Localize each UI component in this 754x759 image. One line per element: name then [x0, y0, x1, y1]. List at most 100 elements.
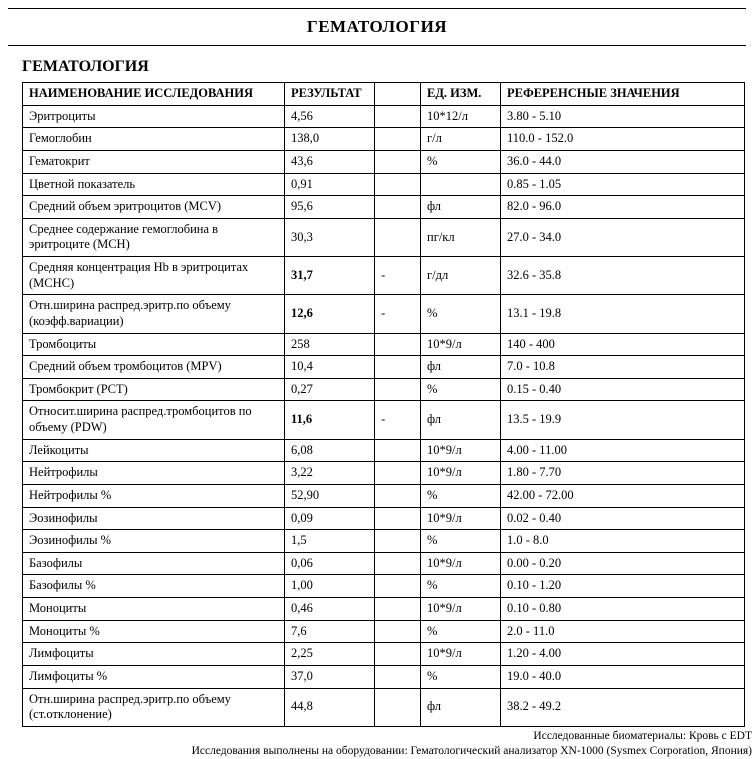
cell-ref: 1.20 - 4.00	[501, 643, 745, 666]
cell-unit: %	[421, 575, 501, 598]
cell-name: Гемоглобин	[23, 128, 285, 151]
table-row: Средний объем эритроцитов (MCV)95,6фл82.…	[23, 196, 745, 219]
cell-flag: -	[375, 257, 421, 295]
cell-ref: 0.15 - 0.40	[501, 378, 745, 401]
cell-ref: 38.2 - 49.2	[501, 688, 745, 726]
cell-result: 31,7	[285, 257, 375, 295]
cell-result: 1,00	[285, 575, 375, 598]
cell-unit: 10*9/л	[421, 462, 501, 485]
cell-name: Средняя концентрация Hb в эритроцитах (M…	[23, 257, 285, 295]
table-row: Лейкоциты6,0810*9/л4.00 - 11.00	[23, 439, 745, 462]
cell-unit: %	[421, 665, 501, 688]
cell-ref: 0.02 - 0.40	[501, 507, 745, 530]
cell-result: 37,0	[285, 665, 375, 688]
cell-name: Среднее содержание гемоглобина в эритроц…	[23, 218, 285, 256]
cell-ref: 42.00 - 72.00	[501, 484, 745, 507]
cell-result: 6,08	[285, 439, 375, 462]
cell-result: 4,56	[285, 105, 375, 128]
cell-result: 0,09	[285, 507, 375, 530]
table-row: Базофилы %1,00%0.10 - 1.20	[23, 575, 745, 598]
hr-under-title	[8, 45, 746, 46]
cell-result: 10,4	[285, 356, 375, 379]
cell-unit: г/дл	[421, 257, 501, 295]
table-row: Нейтрофилы %52,90%42.00 - 72.00	[23, 484, 745, 507]
cell-flag	[375, 462, 421, 485]
cell-name: Тромбоциты	[23, 333, 285, 356]
cell-name: Эозинофилы	[23, 507, 285, 530]
cell-flag	[375, 439, 421, 462]
cell-ref: 0.00 - 0.20	[501, 552, 745, 575]
cell-result: 0,06	[285, 552, 375, 575]
cell-ref: 19.0 - 40.0	[501, 665, 745, 688]
cell-flag	[375, 665, 421, 688]
cell-result: 0,91	[285, 173, 375, 196]
table-row: Отн.ширина распред.эритр.по объему (коэф…	[23, 295, 745, 333]
table-row: Средняя концентрация Hb в эритроцитах (M…	[23, 257, 745, 295]
cell-result: 0,46	[285, 598, 375, 621]
table-row: Отн.ширина распред.эритр.по объему (ст.о…	[23, 688, 745, 726]
cell-flag	[375, 620, 421, 643]
cell-flag	[375, 484, 421, 507]
cell-unit: 10*9/л	[421, 439, 501, 462]
cell-ref: 13.5 - 19.9	[501, 401, 745, 439]
cell-name: Лейкоциты	[23, 439, 285, 462]
cell-ref: 1.80 - 7.70	[501, 462, 745, 485]
cell-ref: 0.10 - 1.20	[501, 575, 745, 598]
cell-name: Моноциты %	[23, 620, 285, 643]
cell-name: Средний объем эритроцитов (MCV)	[23, 196, 285, 219]
cell-name: Отн.ширина распред.эритр.по объему (коэф…	[23, 295, 285, 333]
table-header-row: НАИМЕНОВАНИЕ ИССЛЕДОВАНИЯ РЕЗУЛЬТАТ ЕД. …	[23, 83, 745, 106]
cell-result: 12,6	[285, 295, 375, 333]
cell-result: 1,5	[285, 530, 375, 553]
section-title: ГЕМАТОЛОГИЯ	[0, 52, 754, 82]
cell-name: Моноциты	[23, 598, 285, 621]
table-row: Эритроциты4,5610*12/л3.80 - 5.10	[23, 105, 745, 128]
cell-result: 7,6	[285, 620, 375, 643]
table-row: Цветной показатель0,910.85 - 1.05	[23, 173, 745, 196]
cell-name: Лимфоциты	[23, 643, 285, 666]
table-row: Моноциты %7,6%2.0 - 11.0	[23, 620, 745, 643]
cell-name: Нейтрофилы %	[23, 484, 285, 507]
cell-name: Относит.ширина распред.тромбоцитов по об…	[23, 401, 285, 439]
cell-name: Тромбокрит (PCT)	[23, 378, 285, 401]
cell-unit: фл	[421, 356, 501, 379]
cell-ref: 140 - 400	[501, 333, 745, 356]
cell-name: Базофилы	[23, 552, 285, 575]
cell-flag: -	[375, 295, 421, 333]
cell-unit: 10*9/л	[421, 507, 501, 530]
cell-name: Базофилы %	[23, 575, 285, 598]
table-row: Гемоглобин138,0г/л110.0 - 152.0	[23, 128, 745, 151]
cell-name: Нейтрофилы	[23, 462, 285, 485]
table-row: Средний объем тромбоцитов (MPV)10,4фл7.0…	[23, 356, 745, 379]
table-row: Тромбоциты25810*9/л140 - 400	[23, 333, 745, 356]
table-row: Гематокрит43,6%36.0 - 44.0	[23, 150, 745, 173]
cell-result: 258	[285, 333, 375, 356]
cell-ref: 3.80 - 5.10	[501, 105, 745, 128]
cell-result: 95,6	[285, 196, 375, 219]
cell-ref: 82.0 - 96.0	[501, 196, 745, 219]
cell-ref: 110.0 - 152.0	[501, 128, 745, 151]
cell-result: 0,27	[285, 378, 375, 401]
cell-ref: 13.1 - 19.8	[501, 295, 745, 333]
cell-result: 2,25	[285, 643, 375, 666]
cell-unit: 10*9/л	[421, 643, 501, 666]
cell-ref: 0.10 - 0.80	[501, 598, 745, 621]
table-row: Эозинофилы0,09 10*9/л0.02 - 0.40	[23, 507, 745, 530]
cell-flag	[375, 196, 421, 219]
cell-unit	[421, 173, 501, 196]
col-header-flag	[375, 83, 421, 106]
col-header-ref: РЕФЕРЕНСНЫЕ ЗНАЧЕНИЯ	[501, 83, 745, 106]
cell-flag	[375, 128, 421, 151]
cell-result: 43,6	[285, 150, 375, 173]
cell-unit: %	[421, 484, 501, 507]
cell-flag	[375, 378, 421, 401]
cell-ref: 0.85 - 1.05	[501, 173, 745, 196]
lab-report-page: ГЕМАТОЛОГИЯ ГЕМАТОЛОГИЯ НАИМЕНОВАНИЕ ИСС…	[0, 0, 754, 759]
hematology-table: НАИМЕНОВАНИЕ ИССЛЕДОВАНИЯ РЕЗУЛЬТАТ ЕД. …	[22, 82, 745, 727]
col-header-unit: ЕД. ИЗМ.	[421, 83, 501, 106]
cell-unit: %	[421, 620, 501, 643]
cell-flag	[375, 507, 421, 530]
cell-flag	[375, 356, 421, 379]
cell-unit: 10*9/л	[421, 598, 501, 621]
footnote-biomaterial: Исследованные биоматериалы: Кровь с EDT	[0, 729, 752, 744]
